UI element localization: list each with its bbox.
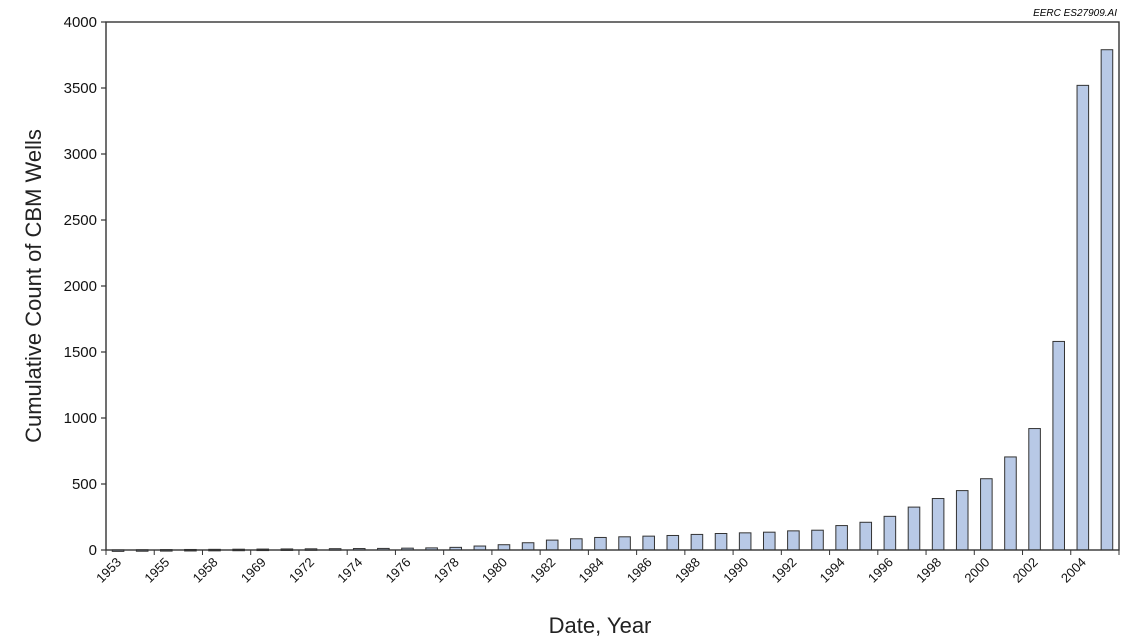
bar-1994 [835, 525, 848, 551]
bar-1992 [787, 530, 800, 551]
bar-1984 [594, 536, 607, 551]
x-tick-label: 1955 [141, 555, 172, 586]
bar-1987 [666, 534, 680, 551]
x-tick-label: 1994 [817, 555, 848, 586]
bar-2000 [980, 478, 993, 551]
y-tick-label: 2500 [64, 212, 97, 229]
x-tick-label: 1976 [383, 555, 414, 586]
y-tick-label: 0 [89, 542, 97, 559]
y-tick-label: 3500 [64, 80, 97, 97]
x-tick-label: 1978 [431, 555, 462, 586]
y-tick-label: 500 [72, 476, 97, 493]
bar-1981 [521, 542, 535, 551]
bar-2001 [1004, 456, 1017, 551]
x-tick-label: 2002 [1010, 555, 1041, 586]
x-tick-label: 1972 [286, 555, 317, 586]
bar-2002 [1028, 428, 1041, 551]
x-tick-label: 1986 [624, 555, 655, 586]
bar-1990 [738, 532, 752, 551]
x-tick-label: 1958 [190, 555, 221, 586]
x-tick-label: 1969 [238, 555, 269, 586]
y-tick-label: 1000 [64, 410, 97, 427]
x-tick-label: 1974 [334, 555, 365, 586]
bar-1988 [690, 533, 704, 551]
bar-1985 [618, 536, 631, 551]
bar-1982 [545, 539, 559, 551]
x-tick-label: 2004 [1058, 555, 1089, 586]
x-tick-label: 2000 [961, 555, 992, 586]
bar-2003 [1052, 340, 1065, 551]
x-tick-label: 1953 [93, 555, 124, 586]
bar-1999 [955, 490, 969, 551]
x-tick-label: 1982 [527, 555, 558, 586]
bar-1995 [859, 521, 873, 551]
x-tick-label: 1996 [865, 555, 896, 586]
bar-1991 [762, 531, 776, 551]
y-tick-label: 3000 [64, 146, 97, 163]
x-tick-label: 1984 [576, 555, 607, 586]
bar-1983 [570, 538, 583, 551]
bar-1980 [497, 544, 511, 551]
bar-1997 [907, 506, 921, 551]
y-axis-label: Cumulative Count of CBM Wells [21, 129, 46, 443]
y-axis: 0 500 1000 1500 2000 2500 3000 3500 4000 [64, 14, 106, 559]
x-tick-label: 1992 [768, 555, 799, 586]
x-axis-label: Date, Year [548, 613, 652, 638]
bar-2005 [1100, 49, 1114, 551]
bar-1993 [811, 529, 824, 551]
x-tick-label: 1998 [913, 555, 944, 586]
bar-1996 [883, 515, 897, 551]
x-tick-label: 1990 [720, 555, 751, 586]
bar-2004 [1076, 84, 1090, 551]
chart-credit: EERC ES27909.AI [1033, 8, 1117, 19]
x-tick-label: 1980 [479, 555, 510, 586]
plot-frame [105, 21, 1120, 551]
x-tick-label: 1988 [672, 555, 703, 586]
bars [111, 49, 1114, 552]
y-tick-label: 1500 [64, 344, 97, 361]
y-tick-label: 2000 [64, 278, 97, 295]
bar-1986 [642, 535, 655, 551]
bar-1998 [931, 498, 945, 551]
bar-1989 [714, 533, 728, 551]
y-tick-label: 4000 [64, 14, 97, 31]
x-axis: 1953 1955 1958 1969 1972 1974 1976 1978 1980 1982… [93, 550, 1120, 586]
